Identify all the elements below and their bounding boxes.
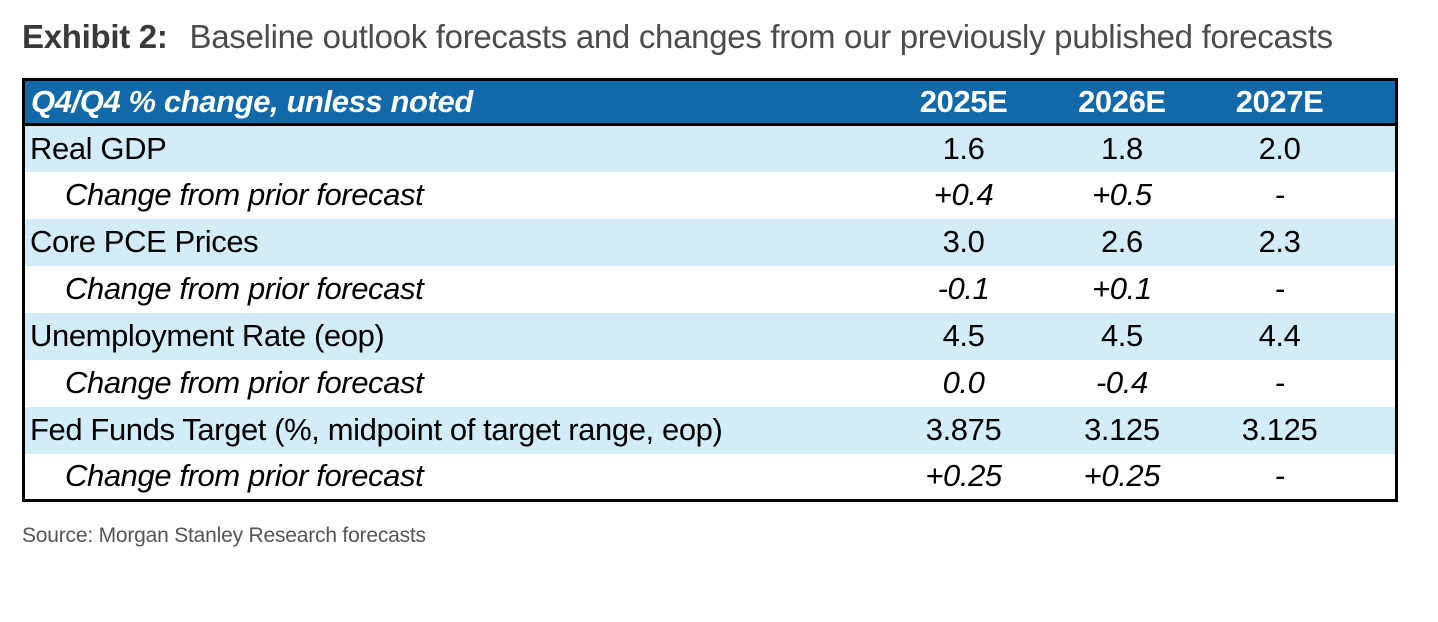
row-value: -: [1274, 365, 1285, 400]
row-value: -0.1: [937, 271, 990, 306]
row-value: 1.6: [942, 130, 985, 166]
table-row: Change from prior forecast 0.0 -0.4 -: [23, 359, 1397, 407]
row-value: +0.4: [933, 177, 994, 212]
row-value: 0.0: [942, 365, 985, 400]
exhibit-page: Exhibit 2: Baseline outlook forecasts and…: [22, 10, 1398, 547]
table-row: Change from prior forecast +0.25 +0.25 -: [23, 453, 1397, 501]
row-label: Real GDP: [30, 130, 167, 166]
row-value: +0.1: [1092, 271, 1152, 306]
row-value: 4.5: [1100, 318, 1143, 353]
row-value: +0.25: [1083, 458, 1161, 494]
table-row: Core PCE Prices 3.0 2.6 2.3: [23, 218, 1397, 266]
table-header-label: Q4/Q4 % change, unless noted: [31, 84, 473, 119]
row-value: -: [1274, 458, 1285, 494]
row-label: Change from prior forecast: [65, 458, 424, 494]
row-value: 1.8: [1100, 130, 1143, 166]
row-value: 3.125: [1084, 412, 1160, 447]
row-value: +0.25: [925, 458, 1002, 494]
row-label: Core PCE Prices: [30, 224, 259, 259]
row-value: 3.875: [925, 412, 1002, 447]
table-row: Unemployment Rate (eop) 4.5 4.5 4.4: [23, 312, 1397, 360]
column-header-2026e: 2026E: [1078, 84, 1166, 119]
row-value: 2.3: [1258, 224, 1301, 259]
column-header-2027e: 2027E: [1235, 84, 1324, 119]
table-row: Change from prior forecast -0.1 +0.1 -: [23, 265, 1397, 313]
forecast-table: Q4/Q4 % change, unless noted 2025E 2026E…: [22, 78, 1398, 502]
exhibit-title-text: Baseline outlook forecasts and changes f…: [189, 18, 1334, 55]
row-value: -: [1274, 177, 1285, 212]
row-value: -0.4: [1095, 365, 1148, 400]
exhibit-number: Exhibit 2:: [22, 18, 168, 55]
row-value: 3.0: [942, 224, 985, 259]
column-header-2025e: 2025E: [919, 84, 1008, 119]
row-value: -: [1274, 271, 1285, 306]
source-note: Source: Morgan Stanley Research forecast…: [22, 524, 426, 547]
row-value: 4.4: [1258, 318, 1301, 353]
row-label: Change from prior forecast: [65, 365, 424, 400]
row-value: +0.5: [1092, 177, 1152, 212]
table-row: Change from prior forecast +0.4 +0.5 -: [23, 171, 1397, 219]
row-label: Unemployment Rate (eop): [30, 318, 385, 353]
row-value: 3.125: [1241, 412, 1318, 447]
table-row: Fed Funds Target (%, midpoint of target …: [23, 406, 1397, 454]
row-label: Change from prior forecast: [65, 271, 424, 306]
table-row: Real GDP 1.6 1.8 2.0: [23, 124, 1397, 172]
table-header-row: Q4/Q4 % change, unless noted 2025E 2026E…: [23, 79, 1397, 125]
exhibit-title: Exhibit 2: Baseline outlook forecasts and…: [22, 10, 1372, 63]
row-label: Change from prior forecast: [65, 177, 424, 212]
row-value: 2.6: [1100, 224, 1143, 259]
row-label: Fed Funds Target (%, midpoint of target …: [30, 412, 723, 447]
row-value: 2.0: [1258, 130, 1301, 166]
row-value: 4.5: [942, 318, 985, 353]
